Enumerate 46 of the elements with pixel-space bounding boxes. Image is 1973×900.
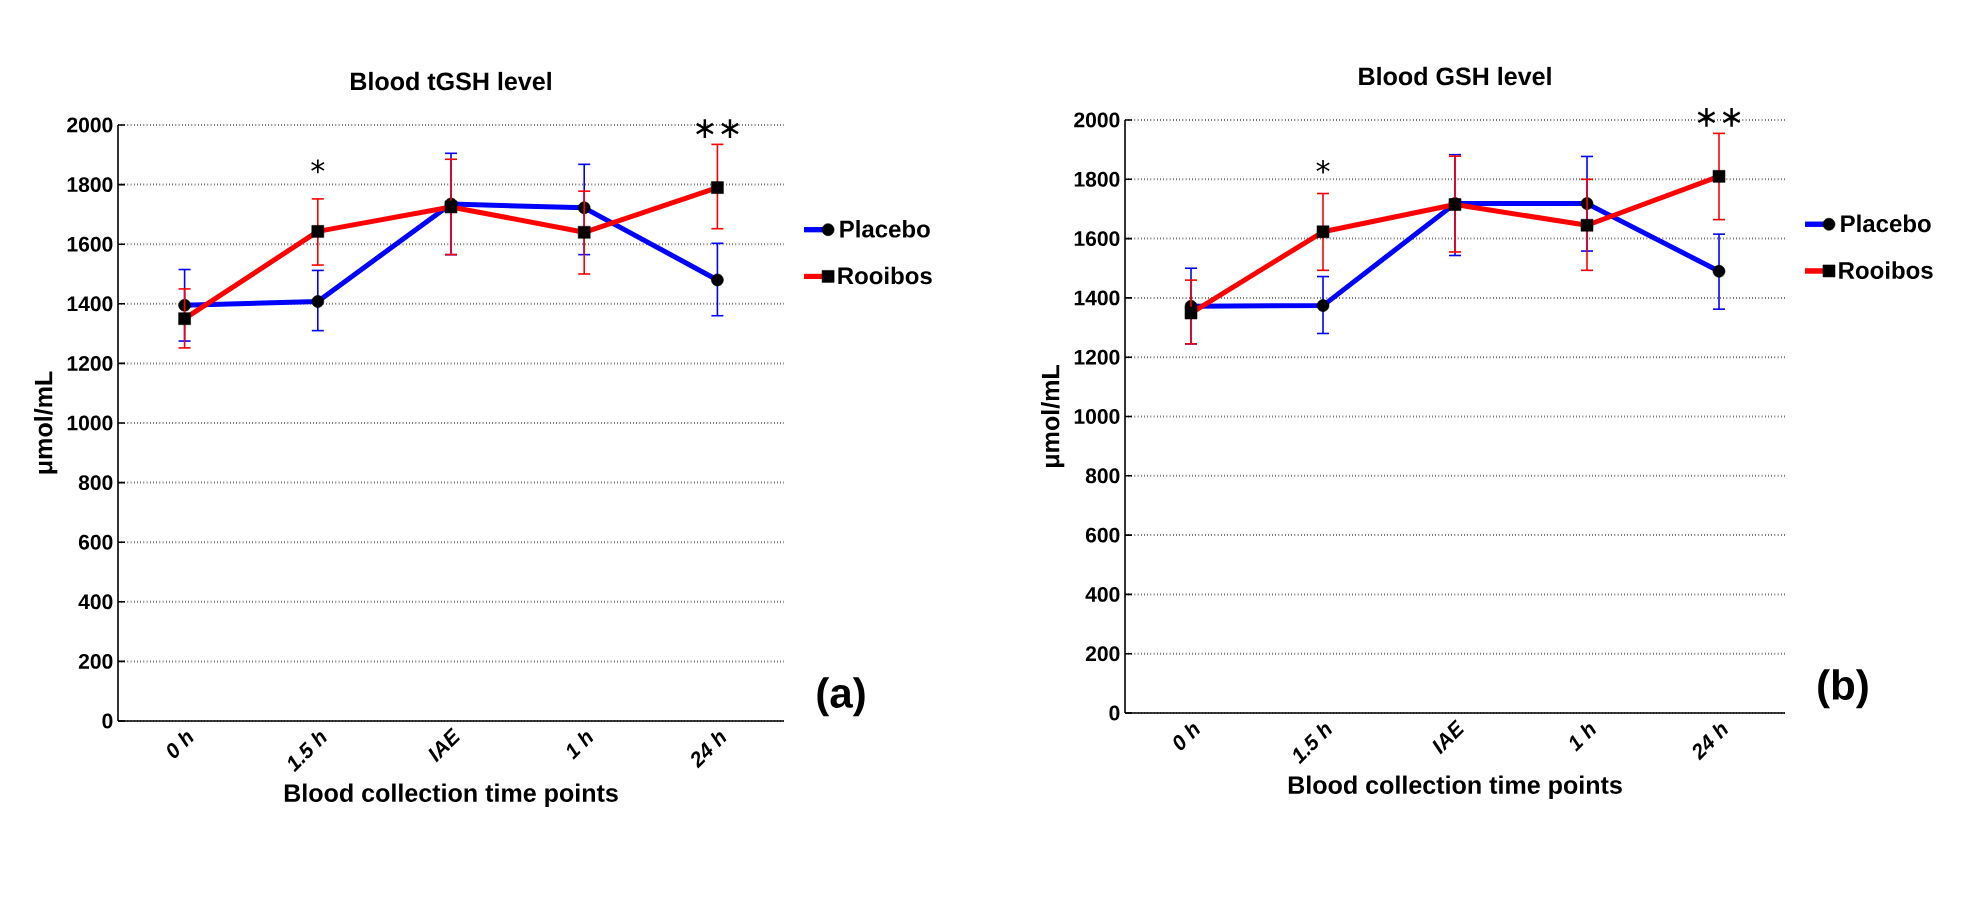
y-tick-label: 800 bbox=[1085, 468, 1120, 484]
text: (a) bbox=[817, 677, 865, 717]
y-tick-label: 1000 bbox=[1074, 409, 1120, 424]
y-tick-label: 1200 bbox=[1074, 349, 1120, 365]
x-tick-label: 24 h bbox=[1692, 724, 1729, 761]
y-tick-label: 1600 bbox=[1074, 231, 1120, 247]
y-tick-label: 200 bbox=[1085, 646, 1120, 662]
legend-label: Rooibos bbox=[1839, 261, 1933, 279]
x-axis-title: Blood collection time points bbox=[1288, 775, 1622, 799]
y-tick-label: 600 bbox=[1085, 527, 1120, 543]
text: (b) bbox=[1818, 669, 1868, 709]
x-tick-label: 1.5 h bbox=[288, 732, 327, 773]
legend-label: Rooibos bbox=[838, 266, 932, 285]
y-tick-label: 1000 bbox=[67, 415, 113, 431]
annotation: ∗∗ bbox=[696, 119, 739, 138]
y-tick-label: 2000 bbox=[1074, 112, 1120, 128]
annotation: * bbox=[311, 159, 325, 174]
x-tick-label: 1 h bbox=[1569, 724, 1597, 752]
y-tick-label: 1600 bbox=[67, 236, 113, 252]
y-tick-label: 1400 bbox=[67, 296, 113, 312]
x-tick-label: 24 h bbox=[691, 732, 727, 769]
annotation: * bbox=[1316, 159, 1330, 174]
y-tick-label: 600 bbox=[78, 534, 113, 550]
y-tick-label: 0 bbox=[1109, 705, 1120, 721]
chart-title: Blood GSH level bbox=[1359, 66, 1551, 86]
x-tick-label: 0 h bbox=[1173, 724, 1201, 750]
y-tick-label: 800 bbox=[78, 475, 113, 491]
y-tick-label: 1200 bbox=[67, 355, 113, 371]
y-tick-label: 400 bbox=[78, 594, 113, 610]
x-axis-title: Blood collection time points bbox=[284, 783, 618, 807]
y-axis-title: μmol/mL bbox=[34, 371, 58, 474]
y-axis-title: μmol/mL bbox=[1041, 365, 1065, 467]
annotation: ∗∗ bbox=[1697, 107, 1741, 127]
y-tick-label: 2000 bbox=[67, 117, 113, 133]
y-tick-label: 1400 bbox=[1074, 290, 1120, 306]
y-tick-label: 0 bbox=[102, 713, 113, 729]
y-tick-label: 1800 bbox=[1074, 171, 1120, 187]
y-tick-label: 400 bbox=[1085, 586, 1120, 602]
y-tick-label: 1800 bbox=[67, 177, 113, 193]
x-tick-label: 1 h bbox=[566, 732, 594, 760]
legend-label: Placebo bbox=[1841, 214, 1931, 233]
legend-label: Placebo bbox=[840, 219, 930, 238]
x-tick-label: 0 h bbox=[167, 732, 194, 758]
x-tick-label: 1.5 h bbox=[1293, 724, 1333, 765]
y-tick-label: 200 bbox=[78, 653, 113, 669]
chart-title: Blood tGSH level bbox=[351, 71, 551, 91]
